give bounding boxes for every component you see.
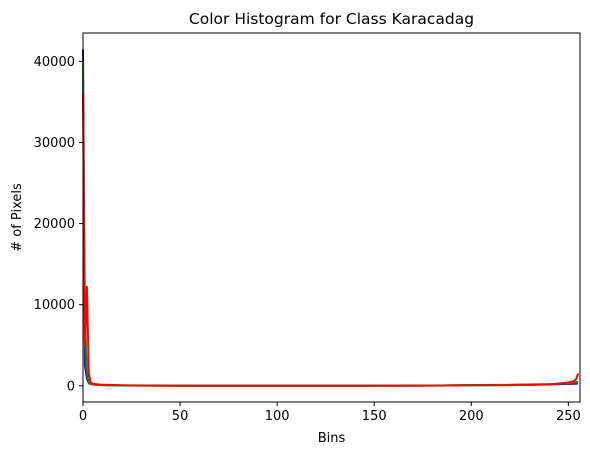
series-line-1	[82, 61, 579, 387]
x-ticks: 0 50 100 150 200 250	[79, 402, 581, 424]
y-tick-label: 0	[67, 379, 75, 394]
chart-title: Color Histogram for Class Karacadag	[189, 10, 474, 28]
y-tick-label: 20000	[34, 217, 75, 232]
x-tick-label: 50	[172, 409, 189, 424]
series-layer	[82, 49, 580, 387]
x-tick-label: 150	[362, 409, 387, 424]
x-tick-label: 100	[265, 409, 290, 424]
series-line-2	[82, 93, 580, 387]
x-tick-label: 0	[79, 409, 87, 424]
x-tick-label: 200	[459, 409, 484, 424]
y-ticks: 0 10000 20000 30000 40000	[34, 55, 83, 394]
y-tick-label: 30000	[34, 136, 75, 151]
series-line-0	[82, 49, 579, 387]
y-tick-label: 10000	[34, 298, 75, 313]
x-axis-title: Bins	[318, 431, 346, 446]
y-tick-label: 40000	[34, 55, 75, 70]
y-axis-title: # of Pixels	[10, 183, 25, 252]
axes-frame	[82, 32, 581, 403]
x-tick-label: 250	[556, 409, 581, 424]
